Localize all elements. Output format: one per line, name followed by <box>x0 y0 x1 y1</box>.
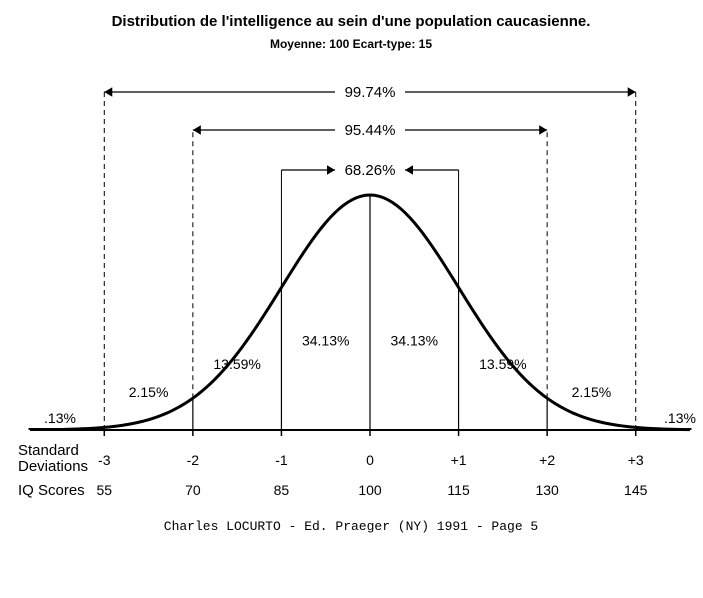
sd-label: +1 <box>451 452 467 468</box>
arrowhead <box>628 87 636 97</box>
row-label-iq: IQ Scores <box>18 482 85 499</box>
iq-label: 85 <box>274 482 290 498</box>
iq-label: 145 <box>624 482 648 498</box>
arrowhead <box>193 125 201 135</box>
arrowhead <box>539 125 547 135</box>
chart-title: Distribution de l'intelligence au sein d… <box>112 13 591 30</box>
sd-label: +2 <box>539 452 555 468</box>
region-pct: 13.59% <box>213 356 260 372</box>
row-label-sd: Standard <box>18 442 79 459</box>
bracket-label: 68.26% <box>345 162 396 179</box>
iq-label: 55 <box>96 482 112 498</box>
region-pct: .13% <box>44 410 76 426</box>
sd-label: +3 <box>628 452 644 468</box>
row-label-sd: Deviations <box>18 458 88 475</box>
region-pct: 2.15% <box>129 384 169 400</box>
iq-label: 100 <box>358 482 382 498</box>
iq-label: 70 <box>185 482 201 498</box>
chart-subtitle: Moyenne: 100 Ecart-type: 15 <box>270 37 432 51</box>
sd-label: -1 <box>275 452 288 468</box>
arrowhead <box>327 165 335 175</box>
sd-label: -3 <box>98 452 111 468</box>
bracket-label: 99.74% <box>345 84 396 101</box>
region-pct: 2.15% <box>572 384 612 400</box>
bracket-label: 95.44% <box>345 122 396 139</box>
region-pct: .13% <box>664 410 696 426</box>
sd-label: -2 <box>187 452 200 468</box>
iq-label: 115 <box>447 482 470 498</box>
iq-label: 130 <box>535 482 559 498</box>
sd-label: 0 <box>366 452 374 468</box>
normal-distribution-chart: Distribution de l'intelligence au sein d… <box>0 0 703 598</box>
region-pct: 13.59% <box>479 356 526 372</box>
region-pct: 34.13% <box>391 332 438 348</box>
region-pct: 34.13% <box>302 332 349 348</box>
arrowhead <box>104 87 112 97</box>
source-citation: Charles LOCURTO - Ed. Praeger (NY) 1991 … <box>164 519 538 534</box>
arrowhead <box>405 165 413 175</box>
